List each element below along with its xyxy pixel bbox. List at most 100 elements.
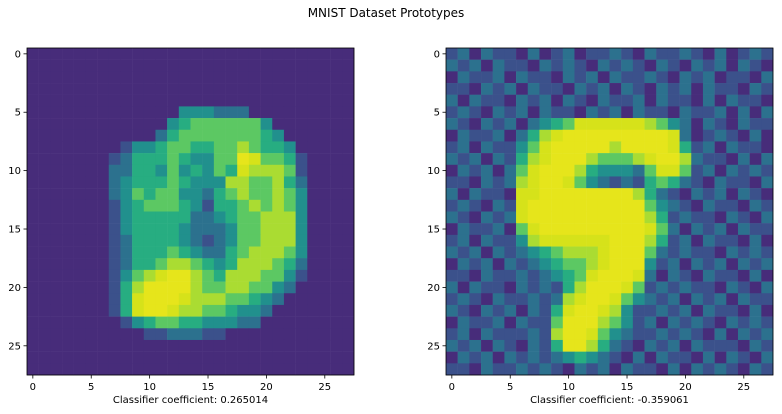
heatmap-cell (516, 71, 528, 84)
heatmap-cell (761, 281, 774, 294)
heatmap-cell (446, 223, 458, 236)
heatmap-cell (632, 293, 645, 306)
heatmap-cell (714, 48, 727, 60)
heatmap-cell (504, 141, 517, 154)
heatmap-cell (457, 94, 470, 107)
heatmap-cell (621, 293, 634, 306)
heatmap-cell (62, 199, 74, 212)
heatmap-cell (586, 106, 599, 119)
heatmap-cell (551, 316, 564, 329)
heatmap-cell (260, 351, 273, 364)
heatmap-cell (597, 106, 610, 119)
heatmap-cell (562, 118, 575, 130)
heatmap-cell (469, 223, 482, 236)
heatmap-cell (656, 83, 669, 95)
heatmap-cell (469, 176, 482, 189)
heatmap-cell (702, 164, 715, 177)
heatmap-cell (457, 223, 470, 236)
heatmap-cell (504, 281, 517, 294)
heatmap-cell (481, 94, 493, 107)
heatmap-cell (342, 351, 355, 364)
heatmap-cell (737, 83, 750, 95)
heatmap-cell (237, 176, 250, 189)
heatmap-cell (679, 211, 692, 224)
heatmap-cell (586, 83, 599, 95)
heatmap-cell (574, 246, 587, 259)
heatmap-cell (237, 269, 250, 282)
heatmap-cell (609, 141, 622, 154)
heatmap-cell (85, 281, 98, 294)
heatmap-cell (609, 339, 622, 352)
heatmap-cell (644, 339, 657, 352)
heatmap-cell (632, 339, 645, 352)
heatmap-cell (527, 258, 540, 271)
heatmap-cell (283, 188, 296, 201)
heatmap-cell (190, 351, 203, 364)
heatmap-cell (27, 258, 39, 271)
heatmap-cell (504, 118, 517, 130)
heatmap-cell (737, 316, 750, 329)
heatmap-cell (632, 59, 645, 72)
heatmap-cell (97, 94, 109, 107)
heatmap-cell (178, 94, 191, 107)
heatmap-cell (62, 164, 74, 177)
heatmap-cell (679, 94, 692, 107)
heatmap-cell (213, 71, 226, 84)
heatmap-cell (551, 281, 564, 294)
heatmap-cell (551, 141, 564, 154)
heatmap-cell (737, 281, 750, 294)
heatmap-cell (492, 223, 505, 236)
heatmap-cell (527, 176, 540, 189)
heatmap-cell (143, 339, 156, 352)
heatmap-cell (691, 281, 704, 294)
heatmap-cell (155, 164, 168, 177)
heatmap-cell (761, 129, 774, 142)
heatmap-cell (679, 281, 692, 294)
heatmap-cell (27, 339, 39, 352)
heatmap-cell (457, 281, 470, 294)
heatmap-cell (330, 106, 343, 119)
heatmap-cell (73, 211, 86, 224)
heatmap-cell (446, 188, 458, 201)
heatmap-cell (132, 269, 145, 282)
heatmap-cell (167, 199, 180, 212)
heatmap-cell (667, 153, 680, 166)
heatmap-cell (749, 129, 762, 142)
heatmap-cell (609, 246, 622, 259)
heatmap-cell (714, 246, 727, 259)
heatmap-cell (260, 328, 273, 341)
heatmap-cell (492, 153, 505, 166)
heatmap-cell (318, 269, 331, 282)
heatmap-cell (492, 164, 505, 177)
heatmap-cell (62, 223, 74, 236)
heatmap-cell (38, 258, 51, 271)
heatmap-cell (481, 71, 493, 84)
heatmap-cell (202, 234, 215, 247)
heatmap-cell (679, 176, 692, 189)
heatmap-cell (504, 83, 517, 95)
heatmap-cell (178, 48, 191, 60)
heatmap-cell (38, 351, 51, 364)
heatmap-cell (202, 211, 215, 224)
heatmap-cell (539, 269, 552, 282)
heatmap-cell (283, 269, 296, 282)
heatmap-cell (225, 246, 238, 259)
heatmap-cell (272, 94, 285, 107)
heatmap-cell (73, 94, 86, 107)
heatmap-cell (108, 304, 121, 317)
heatmap-cell (38, 234, 51, 247)
heatmap-cell (155, 199, 168, 212)
heatmap-cell (108, 48, 121, 60)
heatmap-cell (38, 281, 51, 294)
heatmap-cell (621, 129, 634, 142)
heatmap-cell (272, 293, 285, 306)
heatmap-cell (120, 153, 133, 166)
heatmap-cell (714, 258, 727, 271)
heatmap-cell (702, 363, 715, 376)
heatmap-cell (120, 83, 133, 95)
heatmap-cell (469, 153, 482, 166)
heatmap-cell (691, 269, 704, 282)
heatmap-cell (714, 71, 727, 84)
heatmap-cell (504, 258, 517, 271)
